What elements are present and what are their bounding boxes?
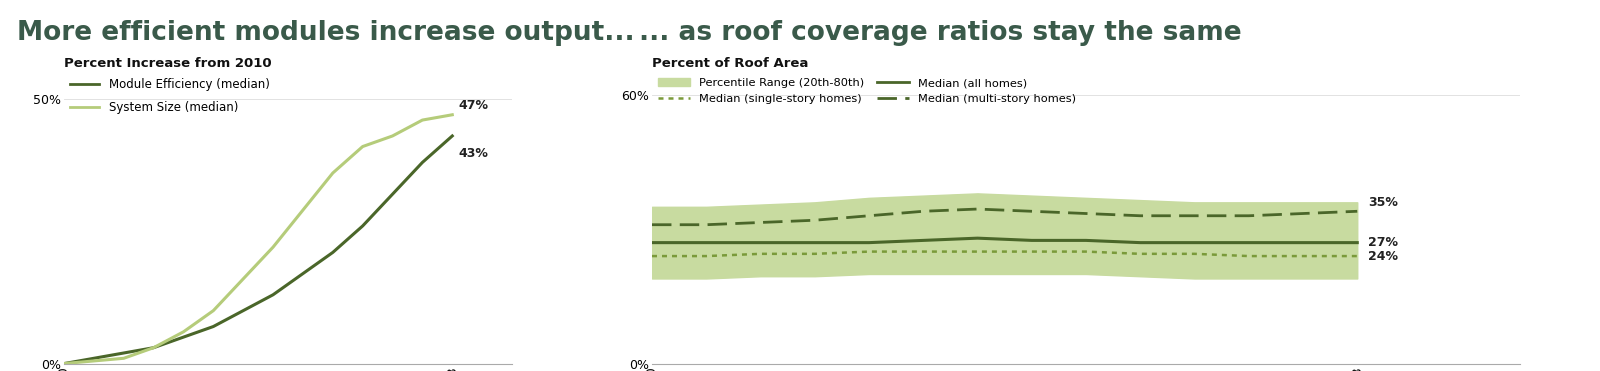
Text: 24%: 24% <box>1368 250 1398 263</box>
Text: Percent Increase from 2010: Percent Increase from 2010 <box>64 57 272 70</box>
Legend: Module Efficiency (median), System Size (median): Module Efficiency (median), System Size … <box>70 78 270 114</box>
Text: 43%: 43% <box>458 147 488 160</box>
Text: ... as roof coverage ratios stay the same: ... as roof coverage ratios stay the sam… <box>640 20 1242 46</box>
Legend: Percentile Range (20th-80th), Median (single-story homes), Median (all homes), M: Percentile Range (20th-80th), Median (si… <box>658 78 1077 104</box>
Text: More efficient modules increase output...: More efficient modules increase output..… <box>16 20 635 46</box>
Text: 27%: 27% <box>1368 236 1398 249</box>
Text: 35%: 35% <box>1368 196 1398 209</box>
Text: Percent of Roof Area: Percent of Roof Area <box>653 57 808 70</box>
Text: 47%: 47% <box>458 99 488 112</box>
